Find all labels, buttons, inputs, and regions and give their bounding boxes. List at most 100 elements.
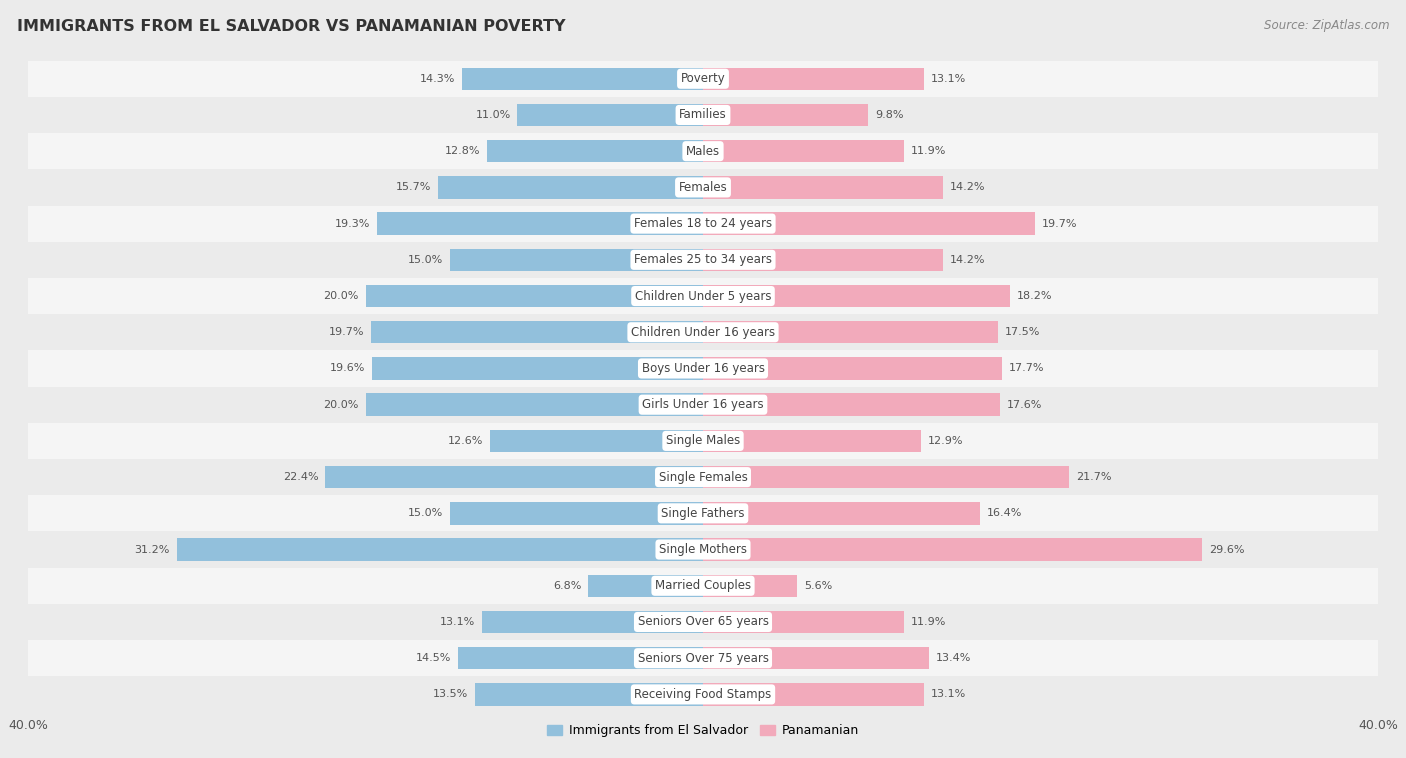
Text: 14.2%: 14.2% [949,255,984,265]
Bar [28,387,1378,423]
Bar [703,357,1001,380]
Bar [703,647,929,669]
Bar [377,212,703,235]
Text: 20.0%: 20.0% [323,291,359,301]
Text: 11.9%: 11.9% [911,146,946,156]
Bar [517,104,703,126]
Text: Single Fathers: Single Fathers [661,507,745,520]
Text: Source: ZipAtlas.com: Source: ZipAtlas.com [1264,19,1389,32]
Text: Single Males: Single Males [666,434,740,447]
Bar [703,538,1202,561]
Text: 17.7%: 17.7% [1008,364,1043,374]
Text: 16.4%: 16.4% [987,509,1022,518]
Bar [703,430,921,452]
Bar [482,611,703,633]
Text: 19.3%: 19.3% [335,218,371,229]
Bar [28,278,1378,314]
Text: 15.7%: 15.7% [396,183,432,193]
Text: 31.2%: 31.2% [135,544,170,555]
Text: 13.1%: 13.1% [931,690,966,700]
Bar [450,502,703,525]
Bar [28,169,1378,205]
Bar [703,502,980,525]
Bar [703,285,1010,307]
Bar [703,393,1000,416]
Bar [461,67,703,90]
Bar [450,249,703,271]
Text: 19.7%: 19.7% [1042,218,1077,229]
Bar [475,683,703,706]
Text: Poverty: Poverty [681,72,725,85]
Bar [703,212,1035,235]
Text: 15.0%: 15.0% [408,509,443,518]
Text: Boys Under 16 years: Boys Under 16 years [641,362,765,375]
Text: 9.8%: 9.8% [875,110,904,120]
Bar [486,140,703,162]
Text: 12.9%: 12.9% [928,436,963,446]
Text: 17.6%: 17.6% [1007,399,1042,409]
Text: 12.6%: 12.6% [449,436,484,446]
Text: 14.5%: 14.5% [416,653,451,663]
Bar [28,568,1378,604]
Bar [325,466,703,488]
Bar [28,97,1378,133]
Bar [366,393,703,416]
Bar [588,575,703,597]
Text: 11.0%: 11.0% [475,110,510,120]
Bar [439,176,703,199]
Text: Families: Families [679,108,727,121]
Bar [28,61,1378,97]
Bar [703,321,998,343]
Text: Seniors Over 65 years: Seniors Over 65 years [637,615,769,628]
Text: Children Under 5 years: Children Under 5 years [634,290,772,302]
Text: Seniors Over 75 years: Seniors Over 75 years [637,652,769,665]
Bar [703,575,797,597]
Bar [373,357,703,380]
Text: 18.2%: 18.2% [1017,291,1052,301]
Text: Females: Females [679,181,727,194]
Text: Receiving Food Stamps: Receiving Food Stamps [634,688,772,701]
Bar [703,611,904,633]
Text: Single Females: Single Females [658,471,748,484]
Bar [703,104,869,126]
Text: Girls Under 16 years: Girls Under 16 years [643,398,763,411]
Bar [371,321,703,343]
Bar [28,459,1378,495]
Text: 13.4%: 13.4% [936,653,972,663]
Text: 11.9%: 11.9% [911,617,946,627]
Text: 19.6%: 19.6% [330,364,366,374]
Text: 15.0%: 15.0% [408,255,443,265]
Text: 14.3%: 14.3% [419,74,456,83]
Bar [28,133,1378,169]
Text: Married Couples: Married Couples [655,579,751,592]
Text: 19.7%: 19.7% [329,327,364,337]
Text: 13.5%: 13.5% [433,690,468,700]
Bar [703,67,924,90]
Bar [28,314,1378,350]
Text: 12.8%: 12.8% [444,146,481,156]
Bar [28,495,1378,531]
Bar [177,538,703,561]
Text: Females 25 to 34 years: Females 25 to 34 years [634,253,772,266]
Bar [28,350,1378,387]
Bar [703,140,904,162]
Text: Males: Males [686,145,720,158]
Bar [28,423,1378,459]
Bar [703,466,1069,488]
Text: 6.8%: 6.8% [553,581,582,590]
Text: 17.5%: 17.5% [1005,327,1040,337]
Bar [28,242,1378,278]
Text: 14.2%: 14.2% [949,183,984,193]
Bar [491,430,703,452]
Bar [458,647,703,669]
Text: 20.0%: 20.0% [323,399,359,409]
Bar [28,604,1378,640]
Bar [703,249,942,271]
Text: 21.7%: 21.7% [1076,472,1111,482]
Text: 13.1%: 13.1% [440,617,475,627]
Legend: Immigrants from El Salvador, Panamanian: Immigrants from El Salvador, Panamanian [543,719,863,742]
Bar [366,285,703,307]
Text: Females 18 to 24 years: Females 18 to 24 years [634,217,772,230]
Text: Children Under 16 years: Children Under 16 years [631,326,775,339]
Bar [28,205,1378,242]
